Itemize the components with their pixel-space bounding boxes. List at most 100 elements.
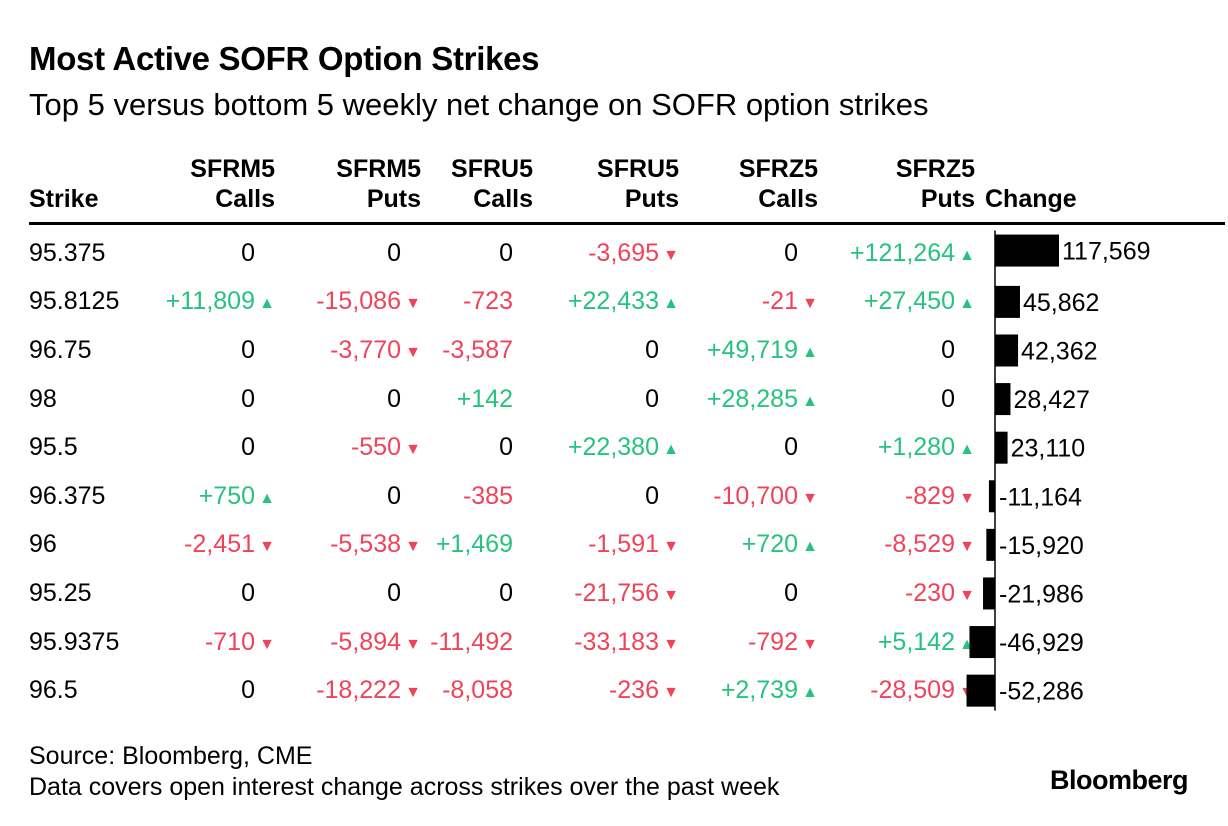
down-arrow-icon: ▼ xyxy=(959,684,975,702)
table-row: 95.375 0 0 0 -3,695 ▼ 0 +121,264 ▲ xyxy=(29,224,1225,278)
value-cell-sfrz5-calls: 0 xyxy=(679,224,818,278)
value-cell-sfrm5-calls: 0 xyxy=(147,666,275,715)
value-cell-sfru5-calls: -385 xyxy=(421,472,533,521)
value-cell-sfru5-calls: -8,058 xyxy=(421,666,533,715)
cell-value: +750 xyxy=(198,481,255,510)
cell-value: 0 xyxy=(387,238,401,267)
value-cell-sfrz5-calls: +720 ▲ xyxy=(679,521,818,570)
down-arrow-icon: ▼ xyxy=(802,635,818,653)
value-cell-sfrm5-puts: -5,538 ▼ xyxy=(275,521,421,570)
cell-value: -1,591 xyxy=(588,530,659,559)
value-cell-sfrm5-puts: 0 xyxy=(275,375,421,424)
header-sfrm5-calls: SFRM5 Calls xyxy=(147,146,275,225)
cell-value: -8,058 xyxy=(442,676,513,705)
change-cell xyxy=(975,569,1225,618)
chart-subtitle: Top 5 versus bottom 5 weekly net change … xyxy=(29,87,929,122)
cell-value: -3,770 xyxy=(330,335,401,364)
table-row: 96.375 +750 ▲ 0 -385 0 -10,700 ▼ -829 ▼ xyxy=(29,472,1225,521)
cell-value: -2,451 xyxy=(184,530,255,559)
value-cell-sfrm5-calls: 0 xyxy=(147,423,275,472)
cell-value: -829 xyxy=(904,481,955,510)
cell-value: 0 xyxy=(241,238,255,267)
value-cell-sfrz5-calls: +28,285 ▲ xyxy=(679,375,818,424)
up-arrow-icon: ▲ xyxy=(259,489,275,507)
table-row: 96.75 0 -3,770 ▼ -3,587 0 +49,719 ▲ 0 xyxy=(29,326,1225,375)
value-cell-sfrm5-calls: -710 ▼ xyxy=(147,618,275,667)
table-row: 98 0 0 +142 0 +28,285 ▲ 0 xyxy=(29,375,1225,424)
cell-value: -5,538 xyxy=(330,530,401,559)
down-arrow-icon: ▼ xyxy=(959,538,975,556)
header-row: Strike SFRM5 Calls SFRM5 Puts SFRU5 Calls S… xyxy=(29,146,1225,225)
change-cell xyxy=(975,326,1225,375)
cell-value: -236 xyxy=(608,676,659,705)
cell-value: +28,285 xyxy=(706,384,798,413)
value-cell-sfru5-puts: 0 xyxy=(533,326,679,375)
value-cell-sfrm5-puts: -15,086 ▼ xyxy=(275,278,421,327)
cell-value: +121,264 xyxy=(850,238,955,267)
down-arrow-icon: ▼ xyxy=(405,295,421,313)
value-cell-sfrz5-calls: 0 xyxy=(679,569,818,618)
table-row: 95.25 0 0 0 -21,756 ▼ 0 -230 ▼ xyxy=(29,569,1225,618)
table-row: 96 -2,451 ▼ -5,538 ▼ +1,469 -1,591 ▼ +720 ▲ -8,529… xyxy=(29,521,1225,570)
value-cell-sfru5-puts: -236 ▼ xyxy=(533,666,679,715)
down-arrow-icon: ▼ xyxy=(663,246,679,264)
cell-value: -10,700 xyxy=(713,481,798,510)
header-sfrm5-puts: SFRM5 Puts xyxy=(275,146,421,225)
cell-value: 0 xyxy=(387,481,401,510)
change-cell xyxy=(975,423,1225,472)
value-cell-sfrm5-puts: 0 xyxy=(275,569,421,618)
value-cell-sfru5-puts: -33,183 ▼ xyxy=(533,618,679,667)
value-cell-sfru5-puts: -21,756 ▼ xyxy=(533,569,679,618)
value-cell-sfrz5-puts: -829 ▼ xyxy=(818,472,975,521)
cell-value: +27,450 xyxy=(863,287,955,316)
value-cell-sfrz5-calls: +49,719 ▲ xyxy=(679,326,818,375)
strike-cell: 96.75 xyxy=(29,335,92,364)
down-arrow-icon: ▼ xyxy=(663,635,679,653)
up-arrow-icon: ▲ xyxy=(959,295,975,313)
value-cell-sfrm5-calls: 0 xyxy=(147,326,275,375)
cell-value: -723 xyxy=(462,287,513,316)
up-arrow-icon: ▲ xyxy=(802,684,818,702)
cell-value: +720 xyxy=(741,530,798,559)
cell-value: -21,756 xyxy=(574,578,659,607)
header-sfrz5-puts: SFRZ5 Puts xyxy=(818,146,975,225)
cell-value: 0 xyxy=(645,481,659,510)
cell-value: 0 xyxy=(499,433,513,462)
cell-value: -3,587 xyxy=(442,335,513,364)
value-cell-sfrm5-calls: +750 ▲ xyxy=(147,472,275,521)
value-cell-sfrm5-calls: 0 xyxy=(147,224,275,278)
header-strike: Strike xyxy=(29,146,147,225)
value-cell-sfrz5-puts: +27,450 ▲ xyxy=(818,278,975,327)
cell-value: -11,492 xyxy=(430,627,513,656)
change-cell xyxy=(975,666,1225,715)
cell-value: 0 xyxy=(241,433,255,462)
cell-value: 0 xyxy=(387,384,401,413)
value-cell-sfrm5-puts: 0 xyxy=(275,472,421,521)
down-arrow-icon: ▼ xyxy=(405,538,421,556)
cell-value: 0 xyxy=(241,578,255,607)
header-sfru5-puts: SFRU5 Puts xyxy=(533,146,679,225)
value-cell-sfru5-puts: 0 xyxy=(533,472,679,521)
cell-value: +22,433 xyxy=(567,287,659,316)
header-sfru5-calls: SFRU5 Calls xyxy=(421,146,533,225)
table-row: 95.8125 +11,809 ▲ -15,086 ▼ -723 +22,433 ▲ -21 ▼ +… xyxy=(29,278,1225,327)
strike-cell: 96.5 xyxy=(29,676,78,705)
value-cell-sfrm5-puts: -550 ▼ xyxy=(275,423,421,472)
down-arrow-icon: ▼ xyxy=(405,635,421,653)
down-arrow-icon: ▼ xyxy=(663,586,679,604)
down-arrow-icon: ▼ xyxy=(663,684,679,702)
table-row: 95.9375 -710 ▼ -5,894 ▼ -11,492 -33,183 ▼ -792 ▼ +… xyxy=(29,618,1225,667)
down-arrow-icon: ▼ xyxy=(959,489,975,507)
bloomberg-logo: Bloomberg xyxy=(1049,765,1189,795)
value-cell-sfrm5-calls: -2,451 ▼ xyxy=(147,521,275,570)
change-cell xyxy=(975,375,1225,424)
value-cell-sfrz5-puts: 0 xyxy=(818,375,975,424)
cell-value: +1,280 xyxy=(877,433,955,462)
cell-value: -5,894 xyxy=(330,627,401,656)
strike-cell: 95.9375 xyxy=(29,627,120,656)
strike-cell: 95.375 xyxy=(29,238,106,267)
cell-value: -21 xyxy=(761,287,798,316)
change-cell xyxy=(975,224,1225,278)
value-cell-sfrz5-puts: +121,264 ▲ xyxy=(818,224,975,278)
cell-value: 0 xyxy=(784,238,798,267)
